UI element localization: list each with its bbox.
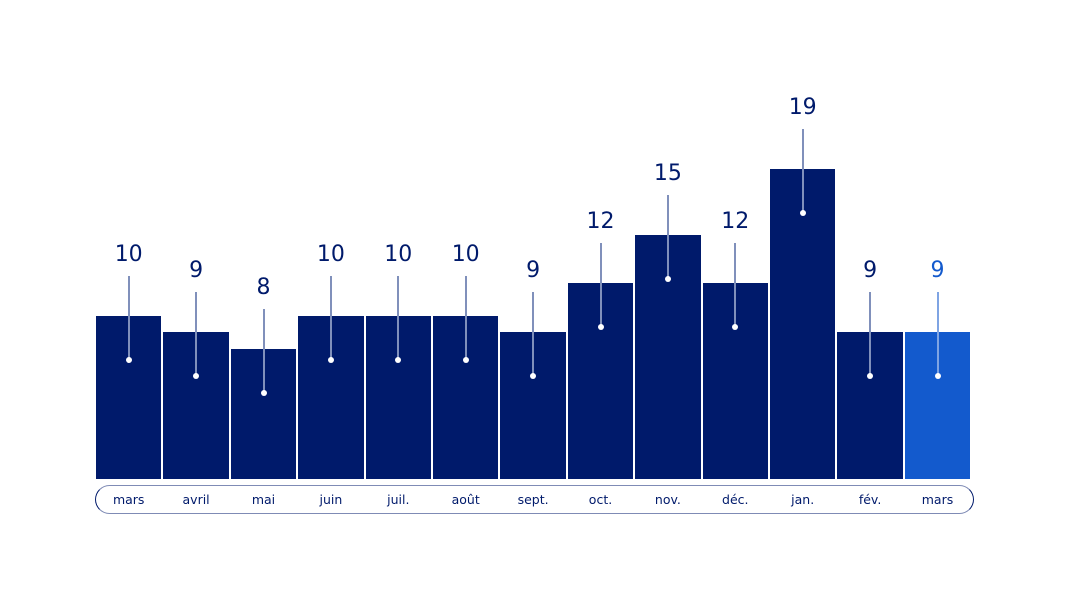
x-axis-label: oct. [588,492,613,507]
value-dot [597,324,604,331]
value-label: 9 [863,258,878,284]
value-stem-line [464,276,467,360]
value-label: 12 [586,209,615,235]
value-dot [530,373,537,380]
bar [770,169,836,479]
x-axis-label: juil. [387,492,410,507]
value-stem-line [599,243,602,328]
x-axis-pill [95,485,974,514]
value-label: 15 [653,160,682,186]
x-axis-label: nov. [654,492,681,507]
value-dot [260,389,267,396]
value-label: 8 [256,274,271,300]
x-axis-label: jan. [791,492,815,507]
value-label: 9 [526,258,541,284]
value-dot [867,373,874,380]
x-axis-label: juin [319,492,343,507]
value-label: 10 [114,242,143,267]
x-axis-label: fév. [858,492,882,507]
value-stem-line [936,292,939,377]
value-stem-line [329,276,332,360]
value-stem-line [734,243,737,328]
value-dot [395,357,402,363]
value-label: 9 [189,258,204,284]
x-axis-label: août [451,492,480,507]
value-stem-line [666,194,669,279]
value-stem-line [195,292,198,377]
value-label: 10 [384,242,413,267]
value-stem-line [801,129,804,214]
value-dot [934,373,941,380]
value-dot [193,373,200,380]
x-axis-label: avril [182,492,210,507]
value-stem-line [127,276,130,360]
x-axis-label: mars [112,492,145,507]
value-dot [732,324,739,331]
x-axis-label: mai [251,492,276,507]
value-label: 10 [451,242,480,267]
value-stem-line [869,292,872,377]
value-label: 19 [788,95,817,121]
value-stem-line [532,292,535,377]
value-label: 12 [721,209,750,235]
x-axis-label: sept. [517,492,549,507]
value-dot [664,275,671,282]
value-stem-line [397,276,400,360]
value-stem-line [262,308,265,393]
value-dot [799,210,806,217]
value-label: 9 [930,258,945,284]
x-axis-label: mars [921,492,954,507]
value-dot [462,357,469,363]
value-dot [327,357,334,363]
value-dot [125,357,132,363]
x-axis-label: déc. [722,492,749,507]
value-label: 10 [316,242,345,267]
